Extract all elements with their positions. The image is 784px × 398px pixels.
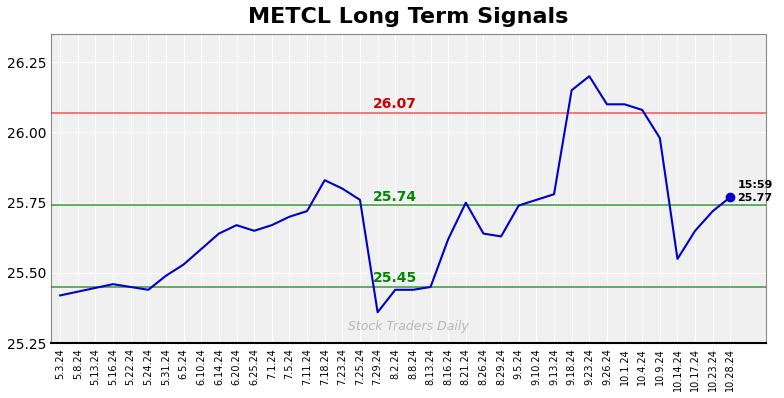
- Text: 25.74: 25.74: [373, 190, 417, 204]
- Text: 25.45: 25.45: [373, 271, 417, 285]
- Text: Stock Traders Daily: Stock Traders Daily: [348, 320, 469, 334]
- Text: 26.07: 26.07: [373, 97, 417, 111]
- Title: METCL Long Term Signals: METCL Long Term Signals: [249, 7, 568, 27]
- Text: 15:59
25.77: 15:59 25.77: [738, 180, 773, 203]
